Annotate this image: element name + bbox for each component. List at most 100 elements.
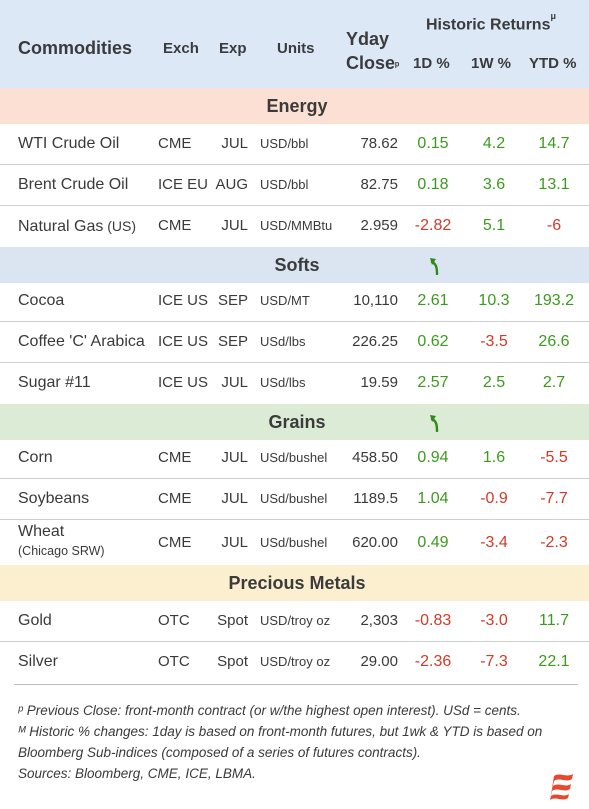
yday-close: 226.25 — [352, 333, 398, 350]
header-yday-mark: ᵖ — [395, 60, 400, 72]
exchange: ICE US — [158, 333, 209, 350]
units: USd/bushel — [260, 450, 328, 465]
commodity-name-suffix: (US) — [103, 218, 137, 234]
row-divider — [0, 519, 589, 520]
yday-close: 82.75 — [360, 176, 398, 193]
yday-close: 2.959 — [360, 217, 398, 234]
units: USD/MT — [260, 293, 310, 308]
return-1w: 3.6 — [482, 176, 506, 193]
return-ytd: -7.7 — [540, 490, 568, 507]
exchange: ICE EU — [158, 176, 209, 193]
units: USD/bbl — [260, 177, 309, 192]
yday-close: 29.00 — [360, 653, 398, 670]
exchange: CME — [158, 217, 192, 234]
exchange: ICE US — [158, 292, 209, 309]
table-row-cocoa: Cocoa ICE US SEP USD/MT 10,110 2.61 10.3… — [0, 281, 589, 321]
units: USd/bushel — [260, 491, 328, 506]
return-1w: -3.5 — [480, 333, 508, 350]
return-1d: -2.36 — [414, 653, 452, 670]
header-historic-mark: μ — [550, 11, 556, 21]
exchange: CME — [158, 490, 192, 507]
table-row-soybeans: Soybeans CME JUL USd/bushel 1189.5 1.04 … — [0, 479, 589, 519]
commodity-name: Cocoa — [18, 292, 65, 309]
return-ytd: 193.2 — [533, 292, 575, 309]
return-1d: 0.18 — [417, 176, 449, 193]
curved-up-arrow-icon — [430, 258, 439, 275]
section-softs: Softs — [0, 247, 589, 283]
units: USD/bbl — [260, 136, 309, 151]
table-row-natgas: Natural Gas (US) CME JUL USD/MMBtu 2.959… — [0, 206, 589, 246]
footnote-historic-changes: ᴹ Historic % changes: 1day is based on f… — [18, 724, 543, 760]
expiry: JUL — [221, 374, 248, 391]
return-1w: -0.9 — [480, 490, 508, 507]
return-1w: -7.3 — [480, 653, 508, 670]
return-1w: 10.3 — [478, 292, 510, 309]
commodity-name: Gold — [18, 612, 52, 629]
expiry: JUL — [221, 135, 248, 152]
expiry: JUL — [221, 490, 248, 507]
row-divider — [0, 478, 589, 479]
header-yday-line1: Yday — [346, 29, 390, 49]
return-1w: -3.4 — [480, 534, 508, 551]
return-1d: 2.57 — [417, 374, 449, 391]
return-ytd: 2.7 — [542, 374, 566, 391]
table-row-gold: Gold OTC Spot USD/troy oz 2,303 -0.83 -3… — [0, 601, 589, 641]
return-ytd: -6 — [546, 217, 562, 234]
row-divider — [0, 205, 589, 206]
return-1d: 0.15 — [417, 135, 449, 152]
exchange: CME — [158, 449, 192, 466]
header-historic-returns: Historic Returnsμ — [426, 11, 556, 34]
return-ytd: 22.1 — [538, 653, 570, 670]
row-divider — [0, 164, 589, 165]
section-title-energy: Energy — [266, 96, 328, 116]
commodity-name: Wheat (Chicago SRW) — [18, 520, 105, 560]
commodity-name: WTI Crude Oil — [18, 135, 120, 152]
table-row-silver: Silver OTC Spot USD/troy oz 29.00 -2.36 … — [0, 642, 589, 682]
section-grains: Grains — [0, 404, 589, 440]
header-commodities: Commodities — [18, 38, 133, 58]
commodity-name-main: Natural Gas — [18, 218, 104, 235]
commodity-name: Corn — [18, 449, 53, 466]
section-title-precious-metals: Precious Metals — [228, 573, 366, 593]
table-row-wti: WTI Crude Oil CME JUL USD/bbl 78.62 0.15… — [0, 124, 589, 164]
header-1w: 1W % — [471, 55, 512, 72]
return-1w: -3.0 — [480, 612, 508, 629]
header-1d: 1D % — [413, 55, 450, 72]
exchange: CME — [158, 534, 192, 551]
expiry: JUL — [221, 217, 248, 234]
header-ytd: YTD % — [529, 55, 577, 72]
units: USD/troy oz — [260, 654, 331, 669]
table-row-sugar: Sugar #11 ICE US JUL USd/lbs 19.59 2.57 … — [0, 363, 589, 403]
commodity-name: Sugar #11 — [18, 374, 91, 391]
return-1w: 4.2 — [482, 135, 506, 152]
yday-close: 458.50 — [352, 449, 398, 466]
footer-divider — [14, 684, 578, 685]
expiry: Spot — [217, 653, 248, 670]
return-1w: 1.6 — [482, 449, 506, 466]
return-ytd: 26.6 — [538, 333, 570, 350]
expiry: Spot — [217, 612, 248, 629]
commodity-name: Coffee 'C' Arabica — [18, 333, 145, 350]
return-1w: 2.5 — [482, 374, 506, 391]
units: USD/troy oz — [260, 613, 331, 628]
section-precious-metals: Precious Metals — [0, 565, 589, 601]
footnote-previous-close: ᵖ Previous Close: front-month contract (… — [18, 703, 521, 718]
yday-close: 1189.5 — [353, 490, 398, 507]
units: USd/lbs — [260, 375, 306, 390]
commodity-name: Soybeans — [18, 490, 90, 507]
header-yday-close: Yday Closeᵖ — [346, 27, 406, 78]
return-ytd: 13.1 — [538, 176, 570, 193]
return-ytd: -2.3 — [540, 534, 568, 551]
expiry: JUL — [221, 534, 248, 551]
exchange: CME — [158, 135, 192, 152]
header-exch: Exch — [163, 40, 199, 57]
exchange: OTC — [158, 653, 190, 670]
yday-close: 19.59 — [360, 374, 398, 391]
table-row-brent: Brent Crude Oil ICE EU AUG USD/bbl 82.75… — [0, 165, 589, 205]
header-historic-label: Historic Returns — [426, 16, 551, 34]
curved-up-arrow-icon — [430, 415, 439, 432]
return-ytd: 14.7 — [538, 135, 570, 152]
commodity-name-main: Wheat — [18, 523, 65, 540]
exchange: ICE US — [158, 374, 209, 391]
units: USD/MMBtu — [260, 218, 333, 233]
